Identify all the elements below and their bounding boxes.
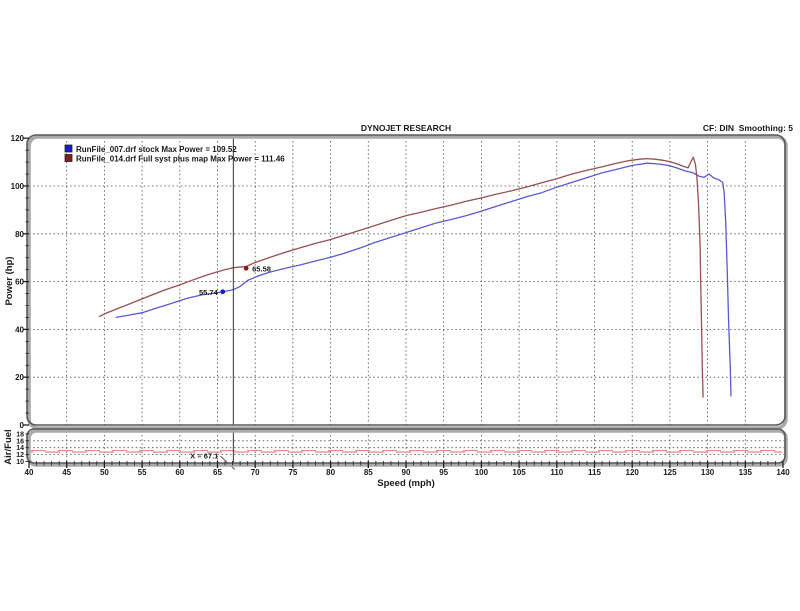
speed-tick-label: 120 — [626, 468, 640, 477]
speed-tick-label: 115 — [588, 468, 601, 477]
speed-tick-label: 65 — [213, 468, 222, 477]
speed-tick-label: 130 — [701, 468, 715, 477]
speed-tick-label: 80 — [326, 468, 335, 477]
stock-cursor-value: 55.74 — [199, 288, 219, 297]
axis-ticks — [23, 137, 784, 468]
power-tick-label: 80 — [15, 230, 24, 239]
power-tick-label: 120 — [11, 134, 25, 143]
speed-tick-label: 45 — [62, 468, 71, 477]
power-tick-label: 20 — [15, 373, 24, 382]
mod-cursor-marker — [243, 265, 249, 271]
main-grid — [29, 137, 784, 425]
speed-tick-label: 110 — [550, 468, 563, 477]
speed-tick-label: 105 — [512, 468, 526, 477]
power-curves — [98, 156, 732, 398]
airfuel-axis-title: Air/Fuel — [3, 429, 14, 464]
power-tick-label: 0 — [20, 421, 25, 430]
airfuel-tick-label: 16 — [16, 438, 24, 445]
speed-tick-label: 70 — [251, 468, 260, 477]
legend-label-stock: RunFile_007.drf stock Max Power = 109.52 — [76, 145, 237, 154]
speed-tick-label: 60 — [175, 468, 184, 477]
stock-cursor-marker — [220, 289, 226, 295]
speed-tick-label: 140 — [776, 468, 790, 477]
airfuel-panel-background — [27, 429, 785, 463]
speed-tick-label: 90 — [402, 468, 411, 477]
airfuel-tick-label: 12 — [16, 452, 24, 459]
legend-swatch-mod — [64, 154, 73, 162]
power-tick-label: 60 — [15, 278, 24, 287]
speed-axis-title: Speed (mph) — [377, 478, 435, 489]
power-tick-label: 40 — [15, 325, 24, 334]
airfuel-target-lines — [31, 450, 782, 453]
power-tick-label: 100 — [11, 182, 25, 191]
correction-smoothing-label: CF: DIN Smoothing: 5 — [703, 123, 793, 133]
stock-power-curve — [115, 162, 732, 397]
speed-tick-label: 55 — [138, 468, 147, 477]
speed-tick-label: 85 — [364, 468, 373, 477]
airfuel-grid — [29, 431, 784, 463]
speed-tick-label: 100 — [475, 468, 489, 477]
legend-swatch-stock — [64, 144, 73, 153]
power-axis-title: Power (hp) — [4, 256, 15, 305]
speed-tick-label: 75 — [288, 468, 297, 477]
legend-label-mod: RunFile_014.drf Full syst plus map Max P… — [76, 155, 285, 164]
main-panel-shadow — [27, 135, 788, 430]
airfuel-tick-label: 18 — [16, 431, 24, 438]
speed-tick-label: 95 — [439, 468, 448, 477]
speed-tick-label: 135 — [739, 468, 753, 477]
airfuel-tick-label: 14 — [16, 445, 24, 452]
main-panel-border — [26, 134, 786, 426]
page-title: DYNOJET RESEARCH — [361, 123, 451, 133]
speed-tick-label: 40 — [25, 468, 34, 477]
speed-tick-label: 125 — [663, 468, 677, 477]
legend: RunFile_007.drf stock Max Power = 109.52… — [64, 144, 285, 164]
speed-tick-label: 50 — [100, 468, 109, 477]
cursor-x-label: X = 67.1 — [190, 452, 218, 461]
main-panel-background — [27, 135, 785, 425]
mod-power-curve — [98, 156, 704, 398]
airfuel-tick-label: 10 — [16, 459, 24, 466]
mod-cursor-value: 65.58 — [252, 264, 271, 273]
